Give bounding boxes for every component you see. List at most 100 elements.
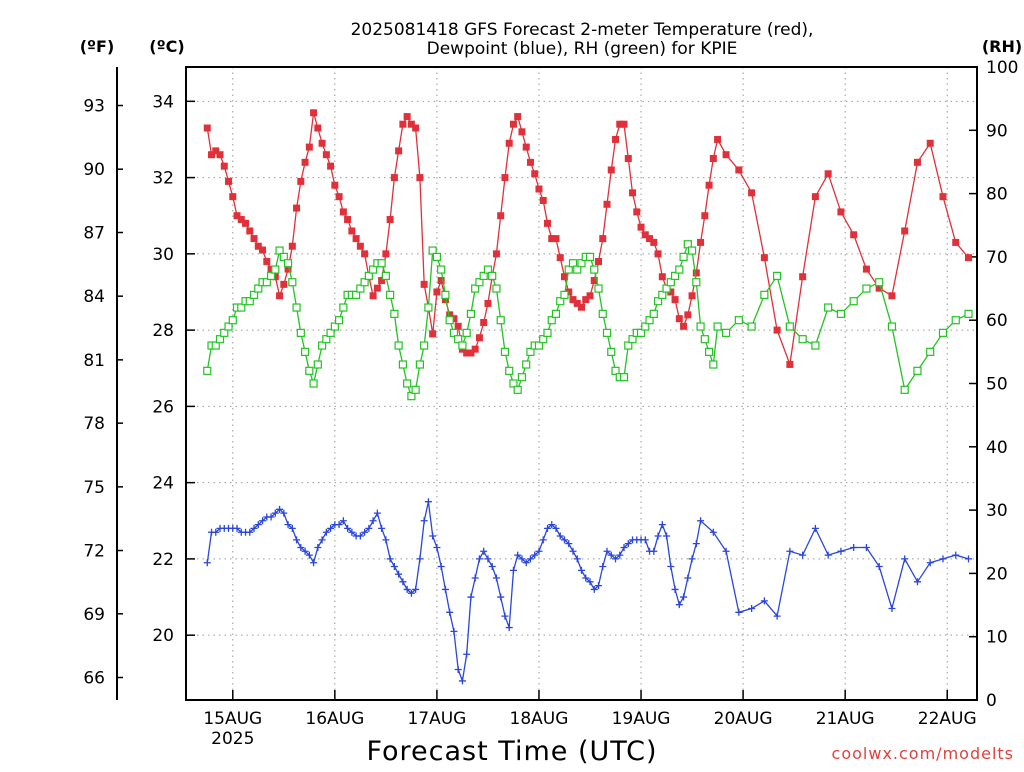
dewpoint-point [356,532,364,540]
fahrenheit-tick-label: 72 [83,542,105,562]
dewpoint-point [964,555,972,563]
temperature-point [467,349,475,357]
rh-point [709,360,718,369]
dewpoint-point [522,559,530,567]
temperature-point [386,216,394,224]
rh-point [334,316,344,325]
rh-point [288,278,297,287]
dewpoint-point [939,555,947,563]
dewpoint-point [378,524,386,532]
dewpoint-point [548,521,556,529]
temperature-point [684,311,692,319]
dewpoint-point [667,563,675,571]
rh-point [356,284,365,293]
fahrenheit-tick-label: 78 [83,414,105,434]
dewpoint-point [373,509,381,517]
temperature-point [548,235,556,243]
dewpoint-point [403,585,411,593]
rh-point [526,347,535,356]
dewpoint-point [641,536,649,544]
temperature-point [773,326,781,334]
temperature-point [263,257,271,265]
temperature-point [484,299,492,307]
dewpoint-point [250,524,258,532]
temperature-point [450,315,458,323]
rh-point [721,328,731,337]
rh-point [522,360,531,369]
rh-point [398,360,407,369]
temperature-point [595,257,603,265]
celsius-tick-label: 28 [152,321,174,341]
rh-point [798,335,807,344]
rh-tick-label: 70 [986,248,1008,268]
temperature-line [206,112,969,365]
rh-point [449,328,459,337]
temperature-point [322,151,330,159]
temperature-point [714,135,722,143]
series-layer [203,109,973,685]
rh-point [577,259,586,268]
temperature-point [688,292,696,300]
dewpoint-point [254,521,262,529]
temperature-point [416,174,424,182]
temperature-point [356,242,364,250]
rh-tick-label: 10 [986,628,1008,648]
dewpoint-point [901,555,909,563]
temperature-point [675,315,683,323]
rh-point [534,341,544,350]
dewpoint-point [582,574,590,582]
temperature-point [446,311,454,319]
dewpoint-point [467,593,475,601]
rh-point [496,316,505,325]
temperature-point [535,185,543,193]
temperature-point [395,147,403,155]
rh-point [352,290,361,299]
temperature-point [667,288,675,296]
celsius-tick-label: 32 [152,169,174,189]
rh-tick-label: 0 [986,691,997,711]
dewpoint-point [926,559,934,567]
dewpoint-point [552,524,560,532]
temperature-point [246,227,254,235]
temperature-point [497,212,505,220]
temperature-point [629,189,637,197]
temperature-point [952,238,960,246]
celsius-tick-label: 22 [152,550,174,570]
temperature-point [556,254,564,262]
dewpoint-point [437,563,445,571]
rh-point [649,309,658,318]
rh-point [607,347,616,356]
temperature-point [526,158,534,166]
dewpoint-point [697,517,705,525]
rh-point [411,385,420,394]
temperature-point [697,238,705,246]
temperature-point [654,250,662,258]
rh-point [568,259,578,268]
temperature-point [862,265,870,273]
rh-point [547,316,556,325]
rh-point [492,284,501,293]
rh-point [594,284,603,293]
dewpoint-point [526,555,534,563]
dewpoint-point [497,593,505,601]
rh-tick-label: 20 [986,564,1008,584]
dewpoint-point [395,570,403,578]
temperature-point [399,120,407,128]
temperature-point [288,242,296,250]
temperature-point [612,135,620,143]
dewpoint-point [573,555,581,563]
rh-point [517,373,527,382]
temperature-point [607,166,615,174]
rh-point [428,246,437,255]
dewpoint-point [518,555,526,563]
rh-point [645,316,654,325]
temperature-point [913,158,921,166]
dewpoint-point [365,524,373,532]
temperature-point [250,235,258,243]
rh-point [275,246,284,255]
dewpoint-point [663,532,671,540]
dewpoint-point [671,585,679,593]
chart-title-line2: Dewpoint (blue), RH (green) for KPIE [427,39,738,59]
temperature-point [939,193,947,201]
rh-point [509,379,518,388]
